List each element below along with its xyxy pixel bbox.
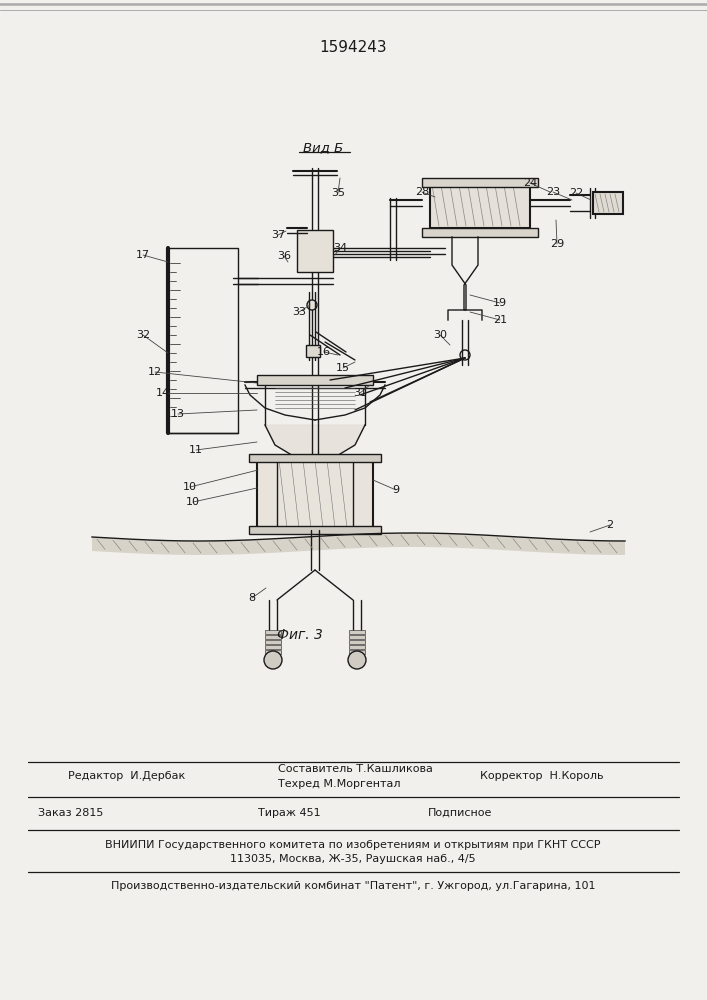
Text: 12: 12 [148, 367, 162, 377]
Text: 19: 19 [493, 298, 507, 308]
Circle shape [264, 651, 282, 669]
Text: Составитель Т.Кашликова: Составитель Т.Кашликова [278, 764, 433, 774]
Text: ВНИИПИ Государственного комитета по изобретениям и открытиям при ГКНТ СССР: ВНИИПИ Государственного комитета по изоб… [105, 840, 601, 850]
Text: 15: 15 [336, 363, 350, 373]
Text: 1594243: 1594243 [319, 40, 387, 55]
Bar [265, 630, 281, 634]
Text: 36: 36 [277, 251, 291, 261]
Text: Тираж 451: Тираж 451 [258, 808, 321, 818]
Text: Корректор  Н.Король: Корректор Н.Король [480, 771, 604, 781]
Text: 31: 31 [353, 388, 367, 398]
Bar [422, 228, 538, 237]
Text: 16: 16 [317, 347, 331, 357]
Text: 37: 37 [271, 230, 285, 240]
Bar [297, 230, 333, 272]
Text: 21: 21 [493, 315, 507, 325]
Bar [265, 640, 281, 644]
Circle shape [307, 300, 317, 310]
Bar [306, 345, 320, 357]
Bar [593, 192, 623, 214]
Text: 13: 13 [171, 409, 185, 419]
Text: 33: 33 [292, 307, 306, 317]
Text: 30: 30 [433, 330, 447, 340]
Bar [168, 248, 238, 433]
Bar [257, 458, 373, 530]
Bar [430, 183, 530, 228]
Circle shape [348, 651, 366, 669]
Text: Подписное: Подписное [428, 808, 492, 818]
Text: 22: 22 [569, 188, 583, 198]
Bar [249, 454, 381, 462]
Bar [265, 635, 281, 639]
Text: 14: 14 [156, 388, 170, 398]
Text: Вид Б: Вид Б [303, 141, 343, 154]
Text: 24: 24 [523, 178, 537, 188]
Text: 10: 10 [183, 482, 197, 492]
Text: 35: 35 [331, 188, 345, 198]
Text: 34: 34 [333, 243, 347, 253]
Text: Фиг. 3: Фиг. 3 [277, 628, 323, 642]
Text: 10: 10 [186, 497, 200, 507]
Bar [249, 526, 381, 534]
Polygon shape [92, 533, 625, 555]
Text: 8: 8 [248, 593, 255, 603]
Text: 2: 2 [607, 520, 614, 530]
Bar [422, 178, 538, 187]
Text: Техред М.Моргентал: Техред М.Моргентал [278, 779, 400, 789]
Bar [265, 645, 281, 649]
Bar [349, 630, 365, 634]
Text: 32: 32 [136, 330, 150, 340]
Bar [349, 645, 365, 649]
Polygon shape [265, 425, 365, 465]
Bar [349, 635, 365, 639]
Text: 28: 28 [415, 187, 429, 197]
Bar [265, 650, 281, 654]
Text: Редактор  И.Дербак: Редактор И.Дербак [68, 771, 185, 781]
Text: 113035, Москва, Ж-35, Раушская наб., 4/5: 113035, Москва, Ж-35, Раушская наб., 4/5 [230, 854, 476, 864]
Text: 11: 11 [189, 445, 203, 455]
Text: 29: 29 [550, 239, 564, 249]
Bar [349, 650, 365, 654]
Bar [257, 375, 373, 385]
Text: 23: 23 [546, 187, 560, 197]
Bar [349, 640, 365, 644]
Text: Заказ 2815: Заказ 2815 [38, 808, 103, 818]
Text: 17: 17 [136, 250, 150, 260]
Text: 9: 9 [392, 485, 399, 495]
Text: Производственно-издательский комбинат "Патент", г. Ужгород, ул.Гагарина, 101: Производственно-издательский комбинат "П… [111, 881, 595, 891]
